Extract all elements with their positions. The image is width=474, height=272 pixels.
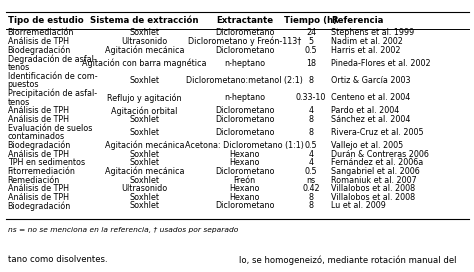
Text: Villalobos et al. 2008: Villalobos et al. 2008 (331, 184, 415, 193)
Text: Biodegradación: Biodegradación (8, 45, 71, 55)
Text: tenos: tenos (8, 98, 30, 107)
Text: Tiempo (h): Tiempo (h) (284, 16, 337, 25)
Text: Diclorometano: Diclorometano (215, 128, 274, 137)
Text: Remediación: Remediación (8, 175, 60, 184)
Text: Referencia: Referencia (331, 16, 383, 25)
Text: Tipo de estudio: Tipo de estudio (8, 16, 83, 25)
Text: Agitación con barra magnética: Agitación con barra magnética (82, 58, 207, 68)
Text: Análisis de TPH: Análisis de TPH (8, 184, 69, 193)
Text: 8: 8 (309, 76, 313, 85)
Text: Sangabriel et al. 2006: Sangabriel et al. 2006 (331, 167, 420, 176)
Text: Análisis de TPH: Análisis de TPH (8, 193, 69, 202)
Text: Stephens et al. 1999: Stephens et al. 1999 (331, 28, 415, 37)
Text: Freón: Freón (234, 175, 255, 184)
Text: 5: 5 (309, 37, 313, 46)
Text: Villalobos et al. 2008: Villalobos et al. 2008 (331, 193, 415, 202)
Text: Evaluación de suelos: Evaluación de suelos (8, 123, 92, 132)
Text: Diclorometano y Freón-113†: Diclorometano y Freón-113† (188, 37, 301, 46)
Text: Diclorometano:metanol (2:1): Diclorometano:metanol (2:1) (186, 76, 303, 85)
Text: Análisis de TPH: Análisis de TPH (8, 150, 69, 159)
Text: Ultrasonido: Ultrasonido (121, 37, 168, 46)
Text: Soxhlet: Soxhlet (129, 115, 160, 124)
Text: Diclorometano: Diclorometano (215, 28, 274, 37)
Text: Pardo et al. 2004: Pardo et al. 2004 (331, 106, 400, 115)
Text: tenos: tenos (8, 63, 30, 72)
Text: Análisis de TPH: Análisis de TPH (8, 37, 69, 46)
Text: 18: 18 (306, 59, 316, 68)
Text: tano como disolventes.: tano como disolventes. (8, 255, 107, 264)
Text: TPH en sedimentos: TPH en sedimentos (8, 158, 85, 167)
Text: Rivera-Cruz et al. 2005: Rivera-Cruz et al. 2005 (331, 128, 424, 137)
Text: Reflujo y agitación: Reflujo y agitación (107, 93, 182, 103)
Text: Extractante: Extractante (216, 16, 273, 25)
Text: Soxhlet: Soxhlet (129, 28, 160, 37)
Text: Diclorometano: Diclorometano (215, 202, 274, 211)
Text: Vallejo et al. 2005: Vallejo et al. 2005 (331, 141, 403, 150)
Text: contaminados: contaminados (8, 132, 65, 141)
Text: Hexano: Hexano (229, 150, 260, 159)
Text: 4: 4 (309, 150, 313, 159)
Text: puestos: puestos (8, 80, 39, 89)
Text: 0.5: 0.5 (305, 167, 317, 176)
Text: ns: ns (306, 175, 316, 184)
Text: Lu et al. 2009: Lu et al. 2009 (331, 202, 386, 211)
Text: lo, se homogeneizó, mediante rotación manual del: lo, se homogeneizó, mediante rotación ma… (239, 255, 457, 264)
Text: 0.33-10: 0.33-10 (296, 93, 326, 102)
Text: Acetona: Diclorometano (1:1): Acetona: Diclorometano (1:1) (185, 141, 304, 150)
Text: 8: 8 (309, 193, 313, 202)
Text: Fitorremediación: Fitorremediación (8, 167, 75, 176)
Text: Diclorometano: Diclorometano (215, 46, 274, 55)
Text: Pineda-Flores et al. 2002: Pineda-Flores et al. 2002 (331, 59, 431, 68)
Text: Agitación mecánica: Agitación mecánica (105, 45, 184, 55)
Text: Biodegradación: Biodegradación (8, 201, 71, 211)
Text: 8: 8 (309, 128, 313, 137)
Text: 24: 24 (306, 28, 316, 37)
Text: Fernández et al. 2006a: Fernández et al. 2006a (331, 158, 424, 167)
Text: Ortiz & García 2003: Ortiz & García 2003 (331, 76, 411, 85)
Text: Harris et al. 2002: Harris et al. 2002 (331, 46, 401, 55)
Text: Nadim et al. 2002: Nadim et al. 2002 (331, 37, 403, 46)
Text: Agitación mecánica: Agitación mecánica (105, 141, 184, 150)
Text: Biodegradación: Biodegradación (8, 141, 71, 150)
Text: ns = no se menciona en la referencia, † usados por separado: ns = no se menciona en la referencia, † … (8, 227, 238, 233)
Text: Hexano: Hexano (229, 193, 260, 202)
Text: 4: 4 (309, 106, 313, 115)
Text: Análisis de TPH: Análisis de TPH (8, 115, 69, 124)
Text: Agitación mecánica: Agitación mecánica (105, 167, 184, 176)
Text: Soxhlet: Soxhlet (129, 175, 160, 184)
Text: Soxhlet: Soxhlet (129, 76, 160, 85)
Text: Diclorometano: Diclorometano (215, 115, 274, 124)
Text: Soxhlet: Soxhlet (129, 158, 160, 167)
Text: Identificación de com-: Identificación de com- (8, 72, 97, 81)
Text: Diclorometano: Diclorometano (215, 167, 274, 176)
Text: 8: 8 (309, 115, 313, 124)
Text: Soxhlet: Soxhlet (129, 193, 160, 202)
Text: Hexano: Hexano (229, 158, 260, 167)
Text: n-heptano: n-heptano (224, 59, 265, 68)
Text: Análisis de TPH: Análisis de TPH (8, 106, 69, 115)
Text: Centeno et al. 2004: Centeno et al. 2004 (331, 93, 410, 102)
Text: Biorremediación: Biorremediación (8, 28, 74, 37)
Text: Sánchez et al. 2004: Sánchez et al. 2004 (331, 115, 410, 124)
Text: Degradación de asfal-: Degradación de asfal- (8, 54, 96, 64)
Text: 0.42: 0.42 (302, 184, 320, 193)
Text: Soxhlet: Soxhlet (129, 150, 160, 159)
Text: Hexano: Hexano (229, 184, 260, 193)
Text: 0.5: 0.5 (305, 141, 317, 150)
Text: Romaniuk et al. 2007: Romaniuk et al. 2007 (331, 175, 417, 184)
Text: Ultrasonido: Ultrasonido (121, 184, 168, 193)
Text: 8: 8 (309, 202, 313, 211)
Text: Soxhlet: Soxhlet (129, 202, 160, 211)
Text: 0.5: 0.5 (305, 46, 317, 55)
Text: Agitación orbital: Agitación orbital (111, 106, 178, 116)
Text: Diclorometano: Diclorometano (215, 106, 274, 115)
Text: Durán & Contreras 2006: Durán & Contreras 2006 (331, 150, 429, 159)
Text: Precipitación de asfal-: Precipitación de asfal- (8, 89, 97, 98)
Text: Soxhlet: Soxhlet (129, 128, 160, 137)
Text: Sistema de extracción: Sistema de extracción (91, 16, 199, 25)
Text: n-heptano: n-heptano (224, 93, 265, 102)
Text: 4: 4 (309, 158, 313, 167)
